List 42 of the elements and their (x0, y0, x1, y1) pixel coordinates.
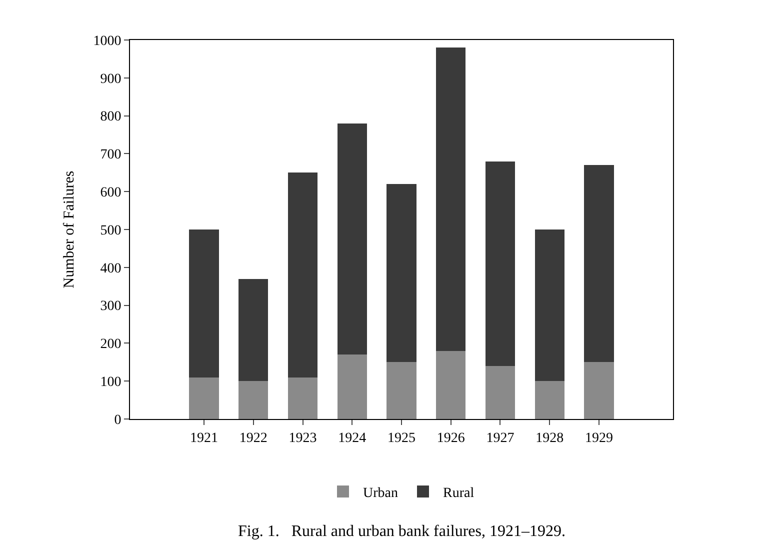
y-tick-label: 0 (114, 412, 122, 428)
y-tick-label: 1000 (93, 34, 122, 49)
x-tick-label: 1923 (288, 430, 317, 446)
y-axis-title: Number of Failures (61, 170, 78, 288)
bar (534, 230, 564, 382)
y-tick-label: 900 (100, 72, 122, 87)
bar (288, 377, 318, 419)
x-tick-label: 1927 (486, 430, 514, 446)
x-tick-label: 1925 (388, 430, 416, 446)
bar (386, 184, 416, 362)
bar (584, 362, 614, 419)
bar (288, 172, 318, 378)
bar (436, 350, 466, 419)
bar (337, 123, 367, 355)
bar (386, 362, 416, 419)
x-tick-label: 1921 (190, 430, 218, 446)
bar (584, 165, 614, 362)
bar (337, 354, 367, 419)
y-tick-label: 800 (100, 110, 122, 125)
bar (436, 48, 466, 351)
y-tick-label: 700 (100, 148, 122, 163)
y-tick-label: 100 (100, 375, 122, 390)
bar (534, 381, 564, 419)
legend-label: Rural (443, 486, 474, 501)
legend-label: Urban (363, 486, 398, 501)
y-tick-label: 400 (100, 261, 122, 276)
x-tick-label: 1926 (436, 430, 465, 446)
bar (485, 161, 516, 366)
bar (485, 366, 516, 419)
x-tick-label: 1924 (338, 430, 366, 446)
bar (238, 381, 268, 419)
bar (189, 377, 219, 419)
y-tick-label: 300 (100, 299, 122, 314)
bar (238, 278, 268, 382)
x-tick-label: 1929 (584, 430, 613, 446)
caption: Fig. 1. Rural and urban bank failures, 1921–1929. (238, 523, 566, 540)
bar (189, 230, 219, 378)
y-tick-label: 200 (100, 337, 122, 352)
y-tick-label: 500 (100, 223, 122, 238)
x-tick-label: 1928 (536, 430, 564, 446)
y-tick-label: 600 (100, 186, 122, 200)
x-tick-label: 1922 (239, 430, 268, 446)
